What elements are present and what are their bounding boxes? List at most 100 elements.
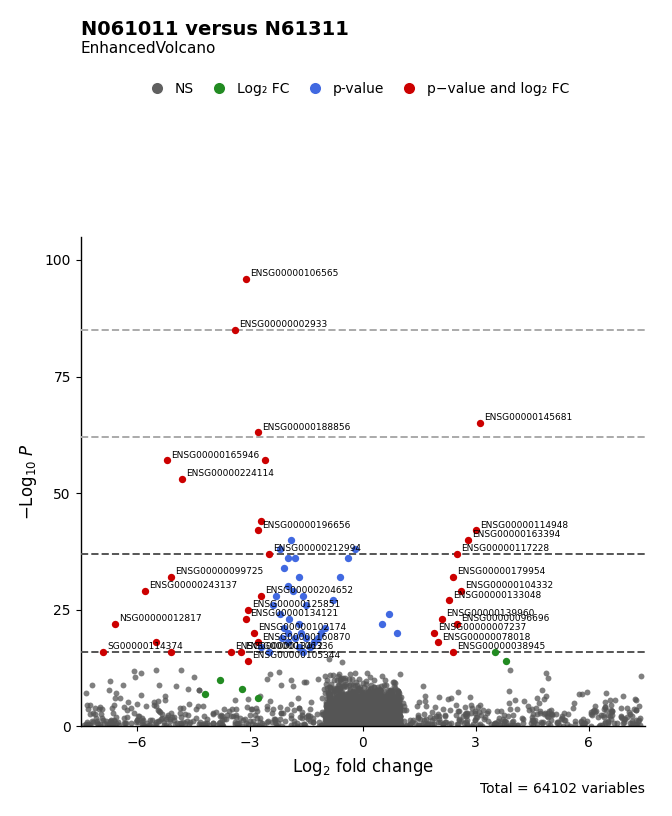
Point — [364, 703, 374, 716]
Point — [360, 707, 371, 721]
Point — [351, 703, 362, 716]
Point — [333, 718, 344, 731]
Point — [364, 704, 374, 717]
Point — [346, 707, 357, 721]
Point — [374, 706, 385, 719]
Point — [361, 709, 372, 722]
Point — [329, 704, 340, 717]
Point — [365, 712, 376, 725]
Point — [329, 705, 340, 718]
Point — [364, 719, 375, 732]
Point — [156, 712, 167, 725]
Point — [429, 627, 439, 640]
Point — [388, 713, 399, 726]
Point — [336, 697, 347, 710]
Point — [364, 713, 375, 726]
Point — [374, 702, 385, 715]
Point — [355, 719, 366, 732]
Point — [376, 719, 387, 732]
Point — [366, 718, 377, 731]
Point — [559, 713, 570, 726]
Point — [325, 693, 335, 706]
Point — [579, 716, 589, 730]
Point — [373, 698, 384, 711]
Point — [451, 698, 462, 712]
Point — [346, 702, 357, 715]
Point — [366, 717, 377, 730]
Point — [351, 704, 362, 717]
Point — [278, 622, 289, 635]
Point — [368, 703, 378, 716]
Point — [132, 714, 142, 727]
Point — [364, 713, 375, 726]
Point — [366, 716, 377, 730]
Point — [278, 707, 288, 720]
Point — [360, 710, 371, 723]
Point — [368, 712, 378, 725]
Point — [339, 708, 349, 721]
Point — [389, 712, 400, 725]
Point — [331, 706, 341, 719]
Point — [96, 712, 107, 725]
Point — [345, 720, 355, 733]
Point — [392, 684, 403, 697]
Point — [387, 704, 398, 717]
Point — [368, 695, 379, 708]
Point — [507, 719, 517, 732]
Point — [392, 698, 403, 711]
Point — [375, 703, 386, 716]
Point — [327, 711, 337, 724]
Point — [359, 703, 370, 716]
Point — [357, 703, 368, 716]
Point — [381, 708, 392, 721]
Point — [394, 709, 405, 722]
Point — [358, 713, 369, 726]
Point — [327, 708, 338, 721]
Point — [337, 705, 347, 718]
Point — [343, 716, 353, 729]
Point — [392, 712, 403, 725]
Point — [351, 704, 362, 717]
Point — [325, 710, 335, 723]
Point — [372, 688, 383, 701]
Point — [337, 711, 348, 724]
Point — [599, 716, 610, 729]
Point — [292, 717, 303, 730]
Point — [352, 698, 363, 711]
Point — [365, 698, 376, 712]
Point — [93, 703, 104, 716]
Point — [331, 703, 341, 716]
Point — [528, 716, 539, 729]
Point — [272, 717, 283, 730]
Point — [356, 710, 367, 723]
Point — [330, 708, 341, 721]
Point — [368, 713, 378, 726]
Point — [349, 699, 360, 712]
Point — [372, 687, 382, 700]
Point — [359, 690, 370, 703]
Point — [373, 719, 384, 732]
Point — [466, 707, 476, 720]
Point — [208, 707, 218, 721]
Point — [330, 713, 341, 726]
Point — [333, 707, 344, 720]
Point — [345, 699, 356, 712]
Point — [342, 693, 353, 706]
Point — [329, 707, 340, 720]
Point — [334, 717, 345, 730]
Point — [303, 708, 314, 721]
Point — [330, 705, 341, 718]
Point — [343, 719, 354, 732]
Point — [329, 681, 340, 694]
Point — [327, 716, 338, 729]
Point — [394, 690, 405, 703]
Point — [347, 706, 358, 719]
Point — [286, 533, 297, 546]
Point — [379, 720, 390, 733]
Point — [251, 712, 262, 725]
Point — [551, 707, 562, 721]
Point — [384, 715, 395, 728]
Point — [365, 686, 376, 699]
Point — [347, 710, 358, 723]
Point — [356, 716, 367, 730]
